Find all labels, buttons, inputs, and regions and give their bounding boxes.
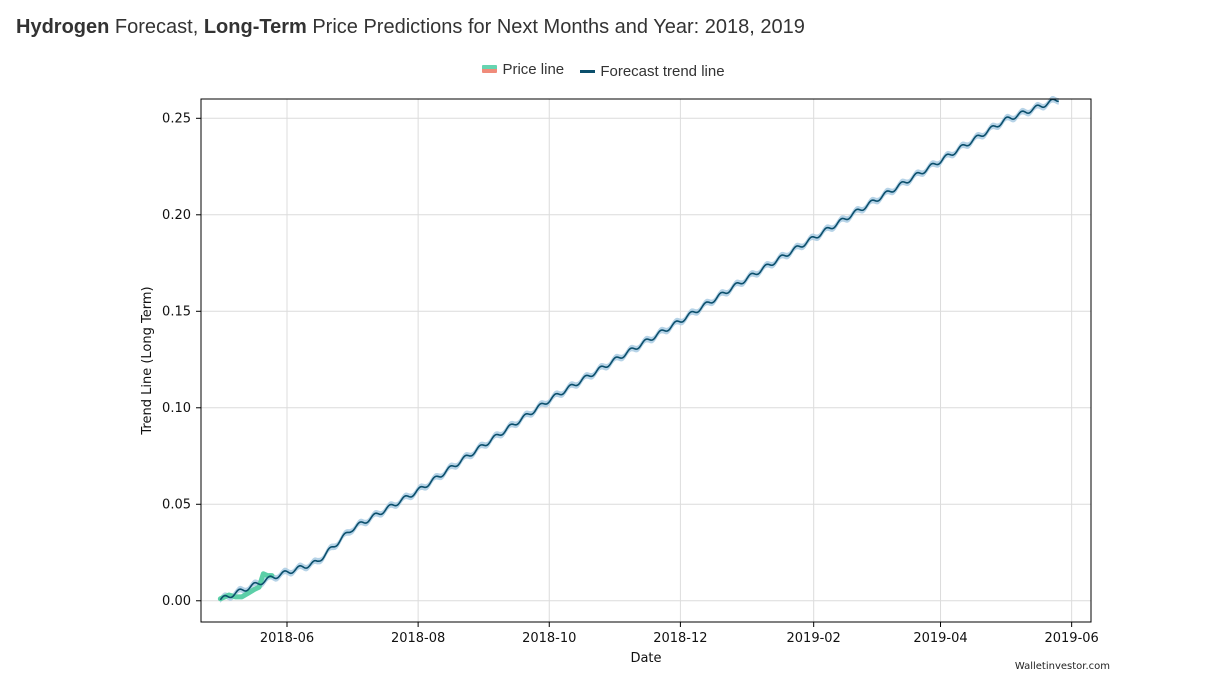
- title-coin: Hydrogen: [16, 16, 110, 38]
- x-tick-label: 2019-04: [913, 631, 967, 646]
- x-tick-label: 2018-08: [391, 631, 445, 646]
- title-part-2: Forecast,: [109, 16, 204, 38]
- y-tick-label: 0.00: [162, 594, 191, 609]
- legend: Price line Forecast trend line: [0, 60, 1207, 80]
- legend-price-label: Price line: [502, 60, 565, 78]
- y-tick-label: 0.20: [162, 208, 191, 223]
- legend-item-price[interactable]: Price line: [482, 61, 564, 78]
- x-axis-label: Date: [630, 651, 661, 666]
- x-tick-label: 2019-06: [1044, 631, 1098, 646]
- forecast-band: [220, 95, 1059, 604]
- grid-lines: [201, 99, 1091, 622]
- price-line-swatch-icon: [482, 65, 498, 73]
- y-tick-label: 0.15: [162, 304, 191, 319]
- x-tick-label: 2019-02: [787, 631, 841, 646]
- y-axis-label: Trend Line (Long Term): [140, 286, 155, 435]
- y-tick-label: 0.25: [162, 111, 191, 126]
- chart-title: Hydrogen Forecast, Long-Term Price Predi…: [16, 16, 805, 39]
- legend-trend-label: Forecast trend line: [600, 63, 725, 80]
- legend-item-trend[interactable]: Forecast trend line: [580, 63, 725, 80]
- axis-ticks: 2018-06 2018-08 2018-10 2018-12 2019-02 2019-…: [162, 111, 1099, 646]
- y-tick-label: 0.05: [162, 497, 191, 512]
- title-term: Long-Term: [203, 16, 307, 38]
- plot-frame: [200, 98, 1092, 623]
- y-tick-label: 0.10: [162, 401, 191, 416]
- watermark: Walletinvestor.com: [1014, 661, 1110, 672]
- title-part-4: Price Predictions for Next Months and Ye…: [306, 16, 805, 38]
- x-tick-label: 2018-10: [522, 631, 576, 646]
- forecast-trend-line: [219, 98, 1059, 601]
- forecast-confidence-band: [220, 95, 1059, 604]
- x-tick-label: 2018-12: [653, 631, 707, 646]
- trend-line-swatch-icon: [580, 70, 596, 73]
- price-line: [217, 571, 275, 602]
- x-tick-label: 2018-06: [260, 631, 314, 646]
- series-lines: [217, 98, 1059, 602]
